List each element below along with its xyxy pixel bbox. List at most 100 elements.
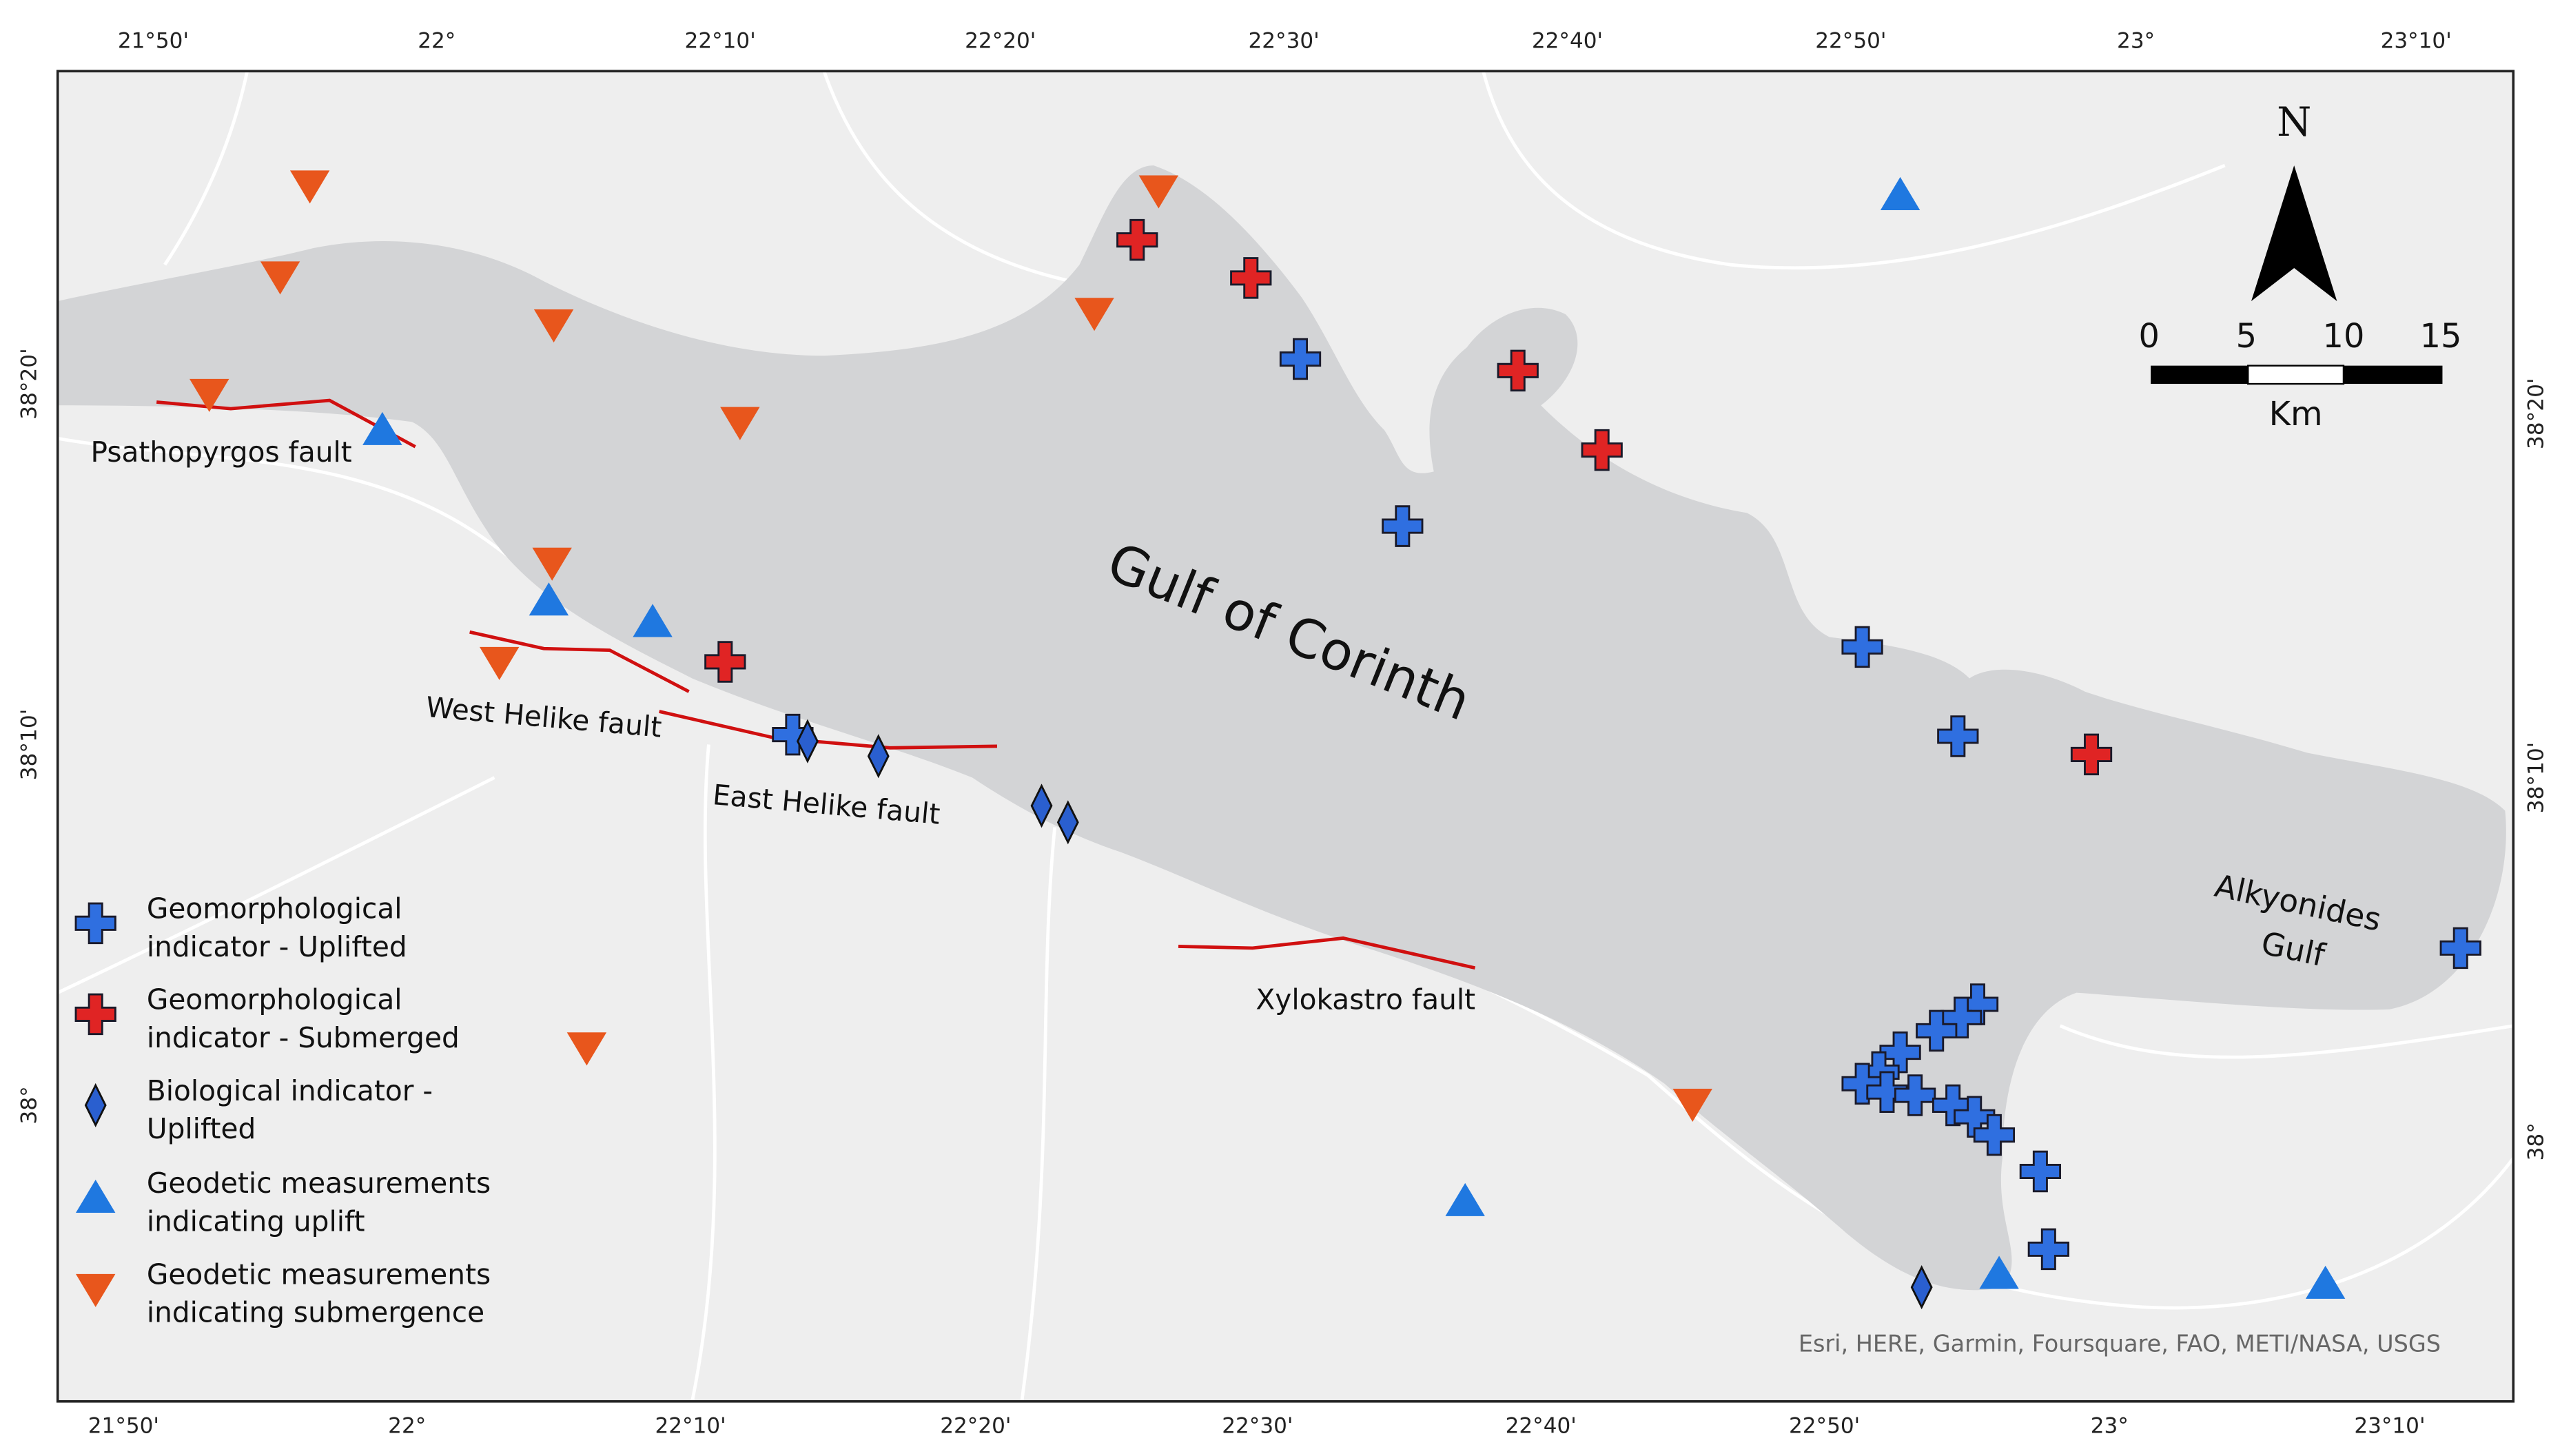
graticule-label: 22°40' (1532, 29, 1603, 54)
uplift-indicator (772, 713, 814, 756)
geodetic-uplift (1979, 1255, 2019, 1289)
geodetic-submergence (1672, 1088, 1712, 1122)
gulf-water (57, 165, 2506, 1291)
graticule-label: 22°40' (1506, 1413, 1577, 1438)
geodetic-submergence (532, 547, 572, 581)
geodetic-submergence (720, 407, 760, 440)
uplift-indicator (1382, 505, 1424, 547)
graticule-label: 22°50' (1789, 1413, 1860, 1438)
legend-label: Geomorphological (147, 892, 402, 925)
uplift-indicator (1841, 1063, 1883, 1105)
map-frame (56, 70, 2515, 1403)
uplift-indicator (2027, 1228, 2069, 1271)
uplift-indicator (2019, 1150, 2062, 1193)
geodetic-submergence (260, 261, 300, 295)
graticule-label: 22°10' (655, 1413, 726, 1438)
graticule-label: 22°20' (965, 29, 1036, 54)
graticule-label: 22°30' (1249, 29, 1320, 54)
north-arrow (2251, 165, 2337, 302)
legend-label: indicator - Uplifted (147, 930, 407, 963)
uplift-indicator (1279, 338, 1322, 380)
geodetic-submergence (76, 1273, 116, 1307)
graticule-label: 22°30' (1222, 1413, 1293, 1438)
legend-label: Geomorphological (147, 983, 402, 1016)
graticule-label: 21°50' (118, 29, 189, 54)
geodetic-uplift (1880, 176, 1920, 210)
graticule-label: 22° (418, 29, 455, 54)
graticule-label: 38° (2523, 1122, 2548, 1160)
fault-line (156, 398, 416, 449)
graticule-label: 22°50' (1815, 29, 1886, 54)
geodetic-submergence (566, 1032, 607, 1066)
geodetic-uplift (2305, 1265, 2346, 1299)
biological-indicator (867, 734, 890, 779)
submerged-indicator (704, 641, 746, 683)
graticule-label: 38°10' (2523, 742, 2548, 814)
geodetic-uplift (529, 582, 569, 616)
fault-line (659, 710, 997, 750)
graticule-label: 22°20' (940, 1413, 1011, 1438)
uplift-indicator (1932, 1084, 1974, 1127)
biological-indicator (84, 1083, 107, 1127)
graticule-label: 38°20' (2523, 378, 2548, 449)
submerged-indicator (74, 993, 116, 1036)
graticule-label: 38° (17, 1086, 42, 1124)
scale-tick: 10 (2323, 318, 2365, 356)
graticule-label: 23° (2117, 29, 2155, 54)
legend-label: Geodetic measurements (147, 1167, 491, 1200)
graticule-label: 23°10' (2354, 1413, 2425, 1438)
submerged-indicator (1116, 218, 1158, 261)
graticule-label: 23°10' (2381, 29, 2452, 54)
graticule-label: 22° (388, 1413, 426, 1438)
scale-tick: 15 (2420, 318, 2462, 356)
fault-line (469, 630, 690, 693)
uplift-indicator (1866, 1071, 1908, 1114)
uplift-indicator (1916, 1009, 1958, 1052)
geodetic-uplift (1445, 1182, 1485, 1216)
geodetic-uplift (633, 604, 673, 637)
graticule-label: 23° (2091, 1413, 2129, 1438)
uplift-indicator (1879, 1031, 1921, 1074)
legend-label: indicating submergence (147, 1295, 484, 1329)
uplift-indicator (1841, 626, 1883, 668)
scale-tick: 0 (2139, 318, 2160, 356)
graticule-label: 38°10' (17, 709, 42, 781)
biological-indicator (1030, 783, 1053, 828)
fault-line (1178, 936, 1476, 970)
submerged-indicator (1497, 349, 1539, 392)
legend-label: Geodetic measurements (147, 1258, 491, 1291)
scale-segment (2247, 365, 2345, 385)
uplift-indicator (1973, 1114, 2016, 1156)
geodetic-submergence (1138, 175, 1179, 209)
biological-indicator (1910, 1265, 1933, 1310)
legend-label: Biological indicator - (147, 1074, 433, 1107)
uplift-indicator (1937, 715, 1979, 757)
north-label: N (2277, 99, 2311, 145)
fault-label: Xylokastro fault (1256, 983, 1475, 1016)
geodetic-submergence (289, 170, 330, 204)
graticule-label: 21°50' (88, 1413, 159, 1438)
geodetic-submergence (479, 646, 520, 680)
legend-label: indicator - Submerged (147, 1021, 460, 1054)
scale-tick: 5 (2236, 318, 2257, 356)
attribution: Esri, HERE, Garmin, Foursquare, FAO, MET… (1799, 1331, 2441, 1357)
submerged-indicator (1230, 257, 1272, 299)
fault-label: Psathopyrgos fault (91, 435, 352, 469)
biological-indicator (796, 719, 819, 763)
geodetic-submergence (533, 309, 574, 343)
geodetic-submergence (190, 378, 229, 412)
geodetic-uplift (362, 411, 402, 445)
biological-indicator (1056, 800, 1079, 845)
uplift-indicator (74, 902, 116, 945)
legend-label: indicating uplift (147, 1204, 365, 1238)
geodetic-submergence (1074, 298, 1114, 331)
scale-unit: Km (2269, 396, 2323, 433)
submerged-indicator (2070, 733, 2113, 776)
graticule-label: 22°10' (685, 29, 756, 54)
scale-segment (2343, 365, 2443, 384)
legend-label: Uplifted (147, 1112, 256, 1145)
geodetic-uplift (76, 1180, 116, 1213)
submerged-indicator (1581, 429, 1623, 471)
